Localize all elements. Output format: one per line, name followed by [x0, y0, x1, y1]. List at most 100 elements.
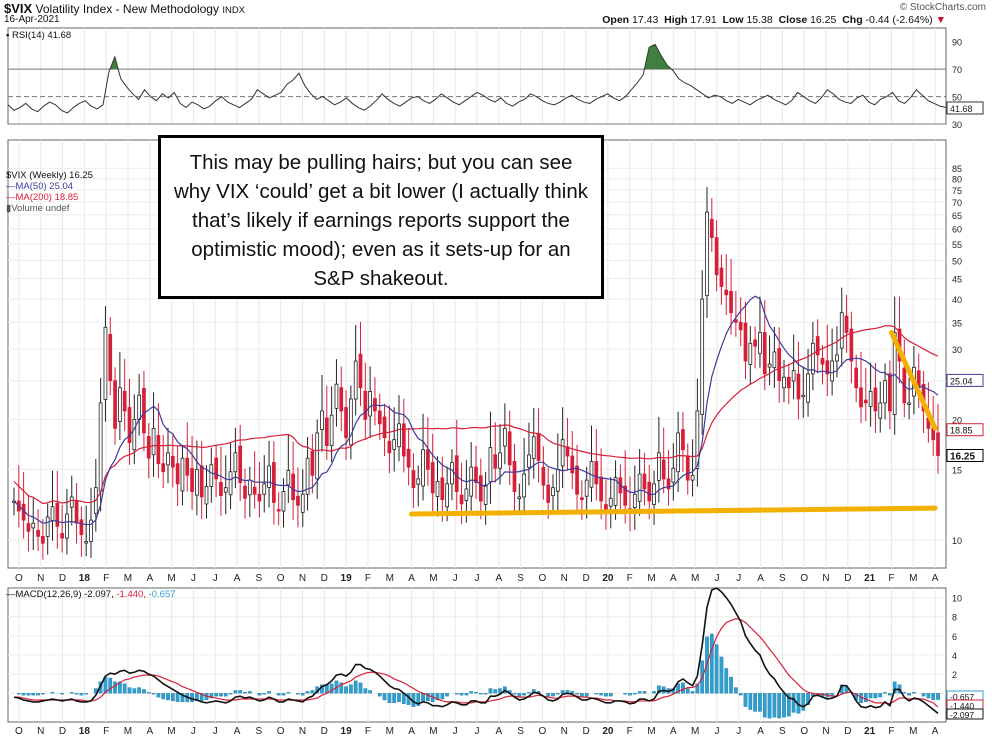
- candle-body: [36, 529, 40, 537]
- macd-histogram-bar: [767, 693, 772, 719]
- candle-body: [339, 387, 344, 412]
- x-tick-label: 18: [79, 573, 91, 584]
- macd-histogram-bar: [709, 633, 714, 694]
- macd-histogram-bar: [806, 693, 810, 705]
- candle-body: [551, 487, 555, 497]
- candle-body: [296, 495, 300, 506]
- macd-histogram-bar: [60, 693, 64, 695]
- candle-body: [243, 485, 247, 499]
- candle-body: [700, 298, 705, 415]
- candle-body: [498, 452, 502, 469]
- macd-histogram-bar: [714, 644, 719, 694]
- candle-body: [435, 480, 440, 497]
- x-tick-label: A: [408, 726, 415, 737]
- candle-body: [209, 464, 214, 487]
- price-tick-label: 45: [952, 275, 962, 285]
- macd-histogram-bar: [363, 688, 368, 694]
- x-tick-label: M: [167, 726, 175, 737]
- macd-histogram-bar: [758, 693, 762, 712]
- candle-body: [382, 416, 387, 439]
- candle-body: [743, 322, 748, 362]
- x-tick-label: O: [277, 726, 285, 737]
- x-tick-label: M: [167, 573, 175, 584]
- x-tick-label: 18: [79, 726, 91, 737]
- x-tick-label: 19: [341, 726, 353, 737]
- legend-volume: ▮Volume undef: [6, 203, 70, 214]
- macd-histogram-bar: [310, 690, 315, 694]
- macd-histogram-bar: [734, 687, 738, 694]
- candle-body: [604, 504, 608, 510]
- price-tick-label: 55: [952, 240, 962, 250]
- macd-tick-label: 8: [952, 613, 957, 623]
- candle-body: [705, 211, 709, 297]
- macd-legend: —MACD(12,26,9) -2.097, -1.440, -0.657: [6, 589, 176, 600]
- macd-histogram-bar: [483, 693, 488, 695]
- macd-histogram-bar: [551, 693, 555, 697]
- x-tick-label: M: [909, 573, 917, 584]
- trendline-support: [409, 505, 938, 517]
- candle-body: [392, 439, 397, 450]
- x-tick-label: D: [59, 726, 66, 737]
- macd-histogram-bar: [907, 693, 911, 696]
- x-tick-label: J: [475, 726, 480, 737]
- macd-histogram-bar: [397, 693, 401, 703]
- macd-histogram-bar: [738, 693, 743, 696]
- candle-body: [844, 315, 849, 333]
- candle-body: [873, 387, 878, 412]
- x-tick-label: 19: [341, 573, 353, 584]
- macd-histogram-bar: [180, 693, 185, 703]
- candle-body: [60, 533, 64, 539]
- candle-body: [440, 477, 445, 501]
- candle-body: [41, 535, 45, 544]
- candle-body: [324, 417, 329, 447]
- macd-histogram-bar: [931, 693, 936, 701]
- macd-histogram-bar: [608, 693, 613, 697]
- price-tick-label: 20: [952, 415, 962, 425]
- macd-histogram-bar: [69, 692, 74, 694]
- macd-histogram-bar: [74, 693, 79, 695]
- x-tick-label: M: [691, 573, 699, 584]
- macd-histogram-bar: [267, 691, 271, 694]
- macd-histogram-bar: [151, 693, 156, 695]
- candle-body: [690, 474, 695, 481]
- macd-histogram-bar: [113, 681, 117, 694]
- macd-histogram-bar: [195, 693, 199, 702]
- macd-histogram-bar: [209, 693, 214, 699]
- x-tick-label: A: [932, 726, 939, 737]
- macd-histogram-bar: [748, 693, 753, 710]
- candle-body: [281, 491, 286, 512]
- candle-body: [103, 326, 108, 400]
- candle-body: [151, 427, 156, 456]
- macd-histogram-bar: [233, 690, 238, 694]
- x-tick-label: M: [909, 726, 917, 737]
- x-tick-label: N: [561, 573, 568, 584]
- macd-histogram-bar: [426, 693, 430, 702]
- x-tick-label: A: [146, 573, 153, 584]
- candle-body: [387, 440, 392, 454]
- macd-histogram-bar: [878, 693, 883, 698]
- x-tick-label: D: [844, 573, 851, 584]
- candle-body: [661, 459, 666, 480]
- macd-histogram-bar: [127, 687, 132, 694]
- candle-body: [714, 237, 719, 276]
- macd-histogram-bar: [41, 693, 45, 695]
- macd-line: [13, 587, 939, 714]
- candle-body: [878, 402, 883, 419]
- x-tick-label: S: [256, 726, 263, 737]
- candle-body: [762, 332, 767, 375]
- x-tick-label: S: [517, 573, 524, 584]
- candle-body: [305, 457, 310, 495]
- macd-histogram-bar: [685, 688, 690, 694]
- macd-histogram-bar: [883, 692, 887, 694]
- macd-histogram-bar: [570, 691, 575, 694]
- candle-body: [507, 431, 512, 466]
- candle-body: [454, 455, 459, 492]
- macd-histogram-bar: [921, 693, 926, 697]
- candle-body: [195, 468, 199, 496]
- macd-histogram-bar: [382, 693, 387, 701]
- macd-histogram-bar: [594, 693, 599, 695]
- macd-histogram-bar: [892, 681, 897, 694]
- legend-price: $VIX (Weekly) 16.25: [6, 170, 93, 181]
- candle-body: [835, 354, 839, 362]
